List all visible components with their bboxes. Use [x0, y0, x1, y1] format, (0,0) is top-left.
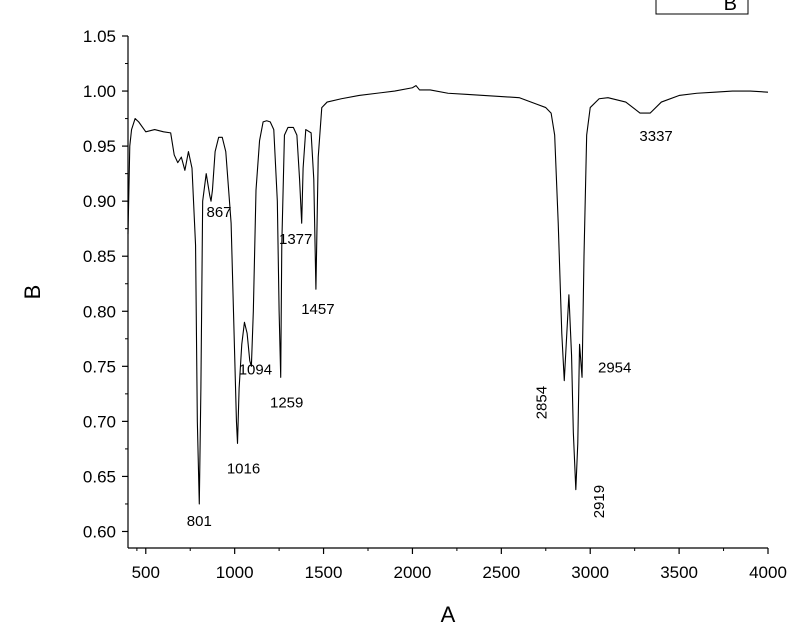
x-axis-ticks: 500 1000 1500 2000 2500 3000 3500 4000	[132, 548, 787, 582]
peak-label: 1259	[270, 394, 303, 411]
legend-label: B	[724, 0, 737, 15]
x-tick-label: 2000	[394, 563, 432, 582]
y-tick-label: 1.05	[83, 27, 116, 46]
peak-label: 1016	[227, 460, 260, 477]
y-tick-label: 0.80	[83, 302, 116, 321]
peak-label: 3337	[639, 128, 672, 145]
legend-box	[655, 0, 749, 15]
y-tick-label: 0.90	[83, 192, 116, 211]
legend: B	[655, 0, 749, 15]
x-tick-label: 2500	[482, 563, 520, 582]
y-tick-label: 0.95	[83, 137, 116, 156]
y-axis-title: B	[20, 285, 45, 300]
x-tick-label: 3000	[571, 563, 609, 582]
series-line	[127, 85, 769, 505]
y-tick-label: 0.60	[83, 522, 116, 541]
x-axis-title: A	[441, 602, 456, 627]
x-tick-label: 1000	[216, 563, 254, 582]
y-tick-label: 0.65	[83, 467, 116, 486]
peak-label: 2854	[533, 386, 550, 419]
y-tick-label: 0.75	[83, 357, 116, 376]
x-tick-label: 500	[132, 563, 160, 582]
y-tick-label: 0.70	[83, 412, 116, 431]
series-layer	[127, 85, 769, 505]
peak-label: 801	[187, 513, 212, 530]
x-tick-label: 4000	[749, 563, 787, 582]
annotations: 801 867 1016 1094 1259 1377 1457 2854 2919 2954 33…	[187, 128, 673, 530]
y-tick-label: 1.00	[83, 82, 116, 101]
x-tick-label: 3500	[660, 563, 698, 582]
peak-label: 867	[206, 204, 231, 221]
peak-label: 1457	[301, 301, 334, 318]
peak-label: 1377	[279, 231, 312, 248]
y-axis-ticks: 0.60 0.65 0.70 0.75 0.80 0.85 0.90 0.95 1.00 1.05	[83, 27, 128, 541]
y-tick-label: 0.85	[83, 247, 116, 266]
peak-label: 1094	[239, 361, 272, 378]
peak-label: 2954	[598, 359, 631, 376]
peak-label: 2919	[591, 485, 608, 518]
x-tick-label: 1500	[305, 563, 343, 582]
